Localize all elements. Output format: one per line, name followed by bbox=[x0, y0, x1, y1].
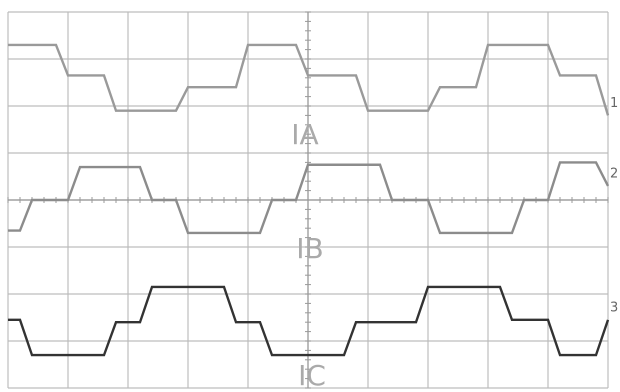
trace-name: IC bbox=[298, 359, 326, 392]
trace-name: IB bbox=[296, 232, 323, 265]
channel-marker: 2 bbox=[610, 166, 618, 181]
oscilloscope-screen: 1 2 3 IA IB IC bbox=[0, 0, 620, 392]
trace-name: IA bbox=[291, 118, 318, 151]
channel-marker: 1 bbox=[610, 96, 618, 111]
channel-marker: 3 bbox=[610, 300, 618, 315]
page: {"chart_data": {"type": "line", "x": [0,… bbox=[0, 0, 620, 392]
